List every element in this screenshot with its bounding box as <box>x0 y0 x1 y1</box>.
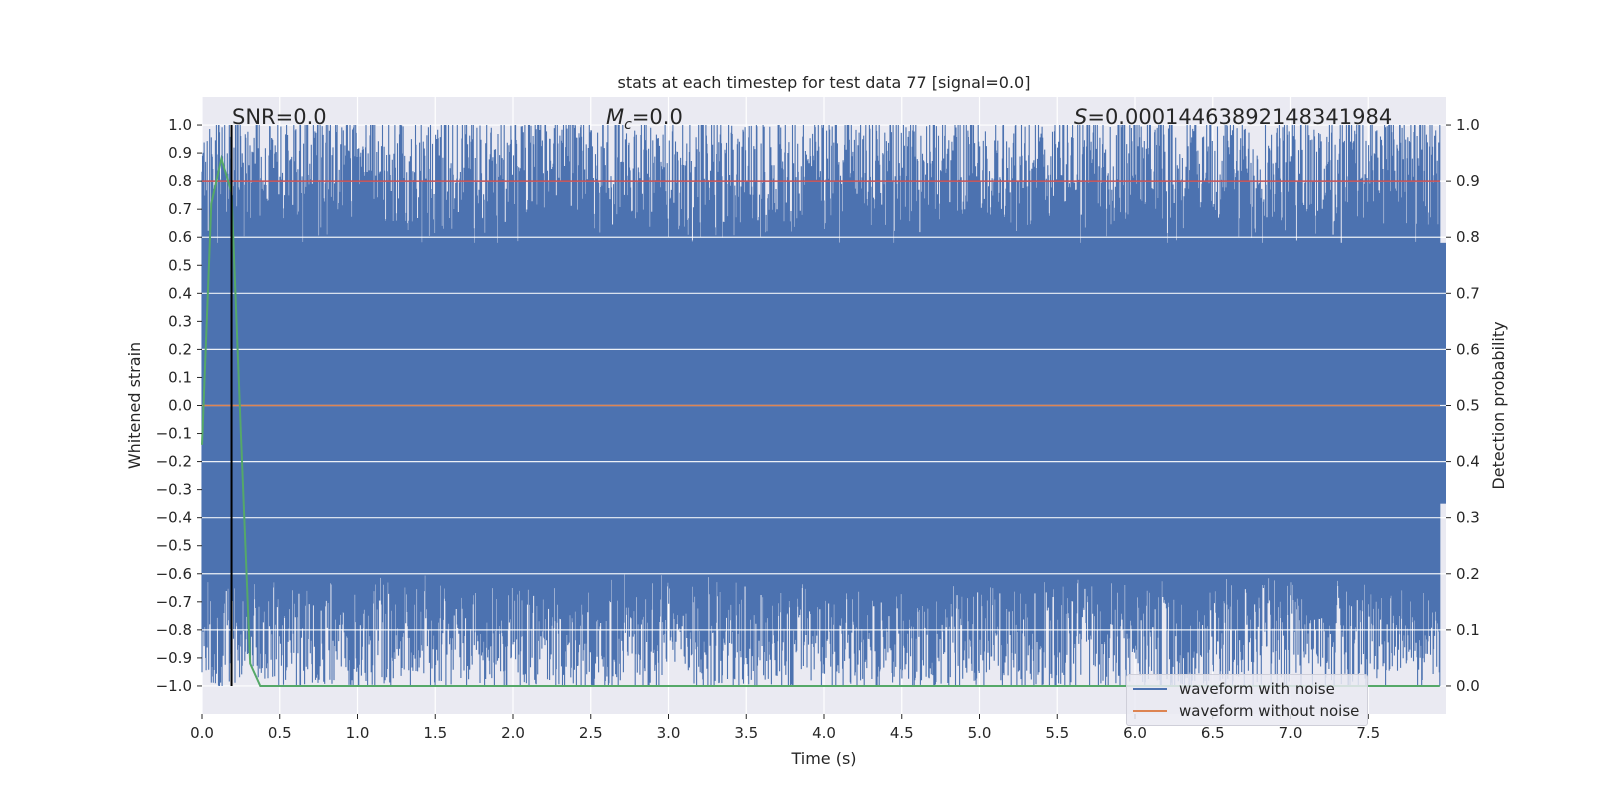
y-left-tick-label: −0.9 <box>156 649 192 667</box>
y-right-tick-label: 0.9 <box>1456 172 1480 190</box>
y-left-tick-label: 0.7 <box>168 200 192 218</box>
y-left-axis-label: Whitened strain <box>125 342 144 469</box>
x-tick-label: 7.0 <box>1279 724 1303 742</box>
legend-label-clean: waveform without noise <box>1179 702 1360 720</box>
chart-title: stats at each timestep for test data 77 … <box>618 73 1031 92</box>
y-right-tick-label: 0.7 <box>1456 284 1480 302</box>
y-right-tick-label: 1.0 <box>1456 116 1480 134</box>
x-tick-label: 2.0 <box>501 724 525 742</box>
y-left-tick-label: 0.8 <box>168 172 192 190</box>
y-left-tick-label: 0.2 <box>168 340 192 358</box>
x-tick-label: 1.0 <box>346 724 370 742</box>
y-left-tick-label: 1.0 <box>168 116 192 134</box>
y-right-tick-label: 0.4 <box>1456 453 1480 471</box>
x-tick-label: 4.0 <box>812 724 836 742</box>
y-right-tick-label: 0.6 <box>1456 340 1480 358</box>
x-tick-label: 6.0 <box>1123 724 1147 742</box>
detection-probability-line <box>201 154 1440 687</box>
y-right-tick-label: 0.0 <box>1456 677 1480 695</box>
x-tick-label: 7.5 <box>1356 724 1380 742</box>
x-tick-label: 0.5 <box>268 724 292 742</box>
y-left-tick-label: −0.7 <box>156 593 192 611</box>
y-right-tick-label: 0.8 <box>1456 228 1480 246</box>
y-left-tick-label: −0.1 <box>156 425 192 443</box>
snr-annotation: SNR=0.0 <box>232 105 327 129</box>
y-left-tick-label: −0.6 <box>156 565 192 583</box>
y-left-tick-label: −0.4 <box>156 509 192 527</box>
y-right-tick-label: 0.3 <box>1456 509 1480 527</box>
y-left-tick-label: 0.6 <box>168 228 192 246</box>
legend-swatch-noise <box>1133 688 1167 690</box>
y-left-tick-label: −0.5 <box>156 537 192 555</box>
y-right-tick-label: 0.2 <box>1456 565 1480 583</box>
y-left-tick-label: −0.2 <box>156 453 192 471</box>
y-right-tick-label: 0.1 <box>1456 621 1480 639</box>
s-annotation: S=0.00014463892148341984 <box>1074 105 1392 129</box>
x-tick-label: 5.0 <box>968 724 992 742</box>
x-tick-label: 3.0 <box>657 724 681 742</box>
legend-entry-noise: waveform with noise <box>1133 679 1335 699</box>
x-tick-label: 5.5 <box>1045 724 1069 742</box>
y-left-tick-label: 0.5 <box>168 256 192 274</box>
y-left-tick-label: 0.4 <box>168 284 192 302</box>
x-tick-label: 6.5 <box>1201 724 1225 742</box>
y-left-tick-label: −1.0 <box>156 677 192 695</box>
x-tick-label: 3.5 <box>734 724 758 742</box>
y-left-tick-label: −0.8 <box>156 621 192 639</box>
mc-annotation: Mc=0.0 <box>606 105 683 133</box>
x-tick-label: 0.0 <box>190 724 214 742</box>
x-tick-label: 1.5 <box>423 724 447 742</box>
x-tick-label: 2.5 <box>579 724 603 742</box>
y-right-tick-label: 0.5 <box>1456 397 1480 415</box>
x-axis-label: Time (s) <box>790 749 856 768</box>
y-left-tick-label: 0.1 <box>168 368 192 386</box>
y-left-tick-label: 0.0 <box>168 397 192 415</box>
legend-entry-clean: waveform without noise <box>1133 701 1359 721</box>
y-left-tick-label: −0.3 <box>156 481 192 499</box>
legend-swatch-clean <box>1133 710 1167 712</box>
legend: waveform with noise waveform without noi… <box>1126 674 1368 726</box>
y-left-tick-label: 0.9 <box>168 144 192 162</box>
x-tick-label: 4.5 <box>890 724 914 742</box>
y-right-axis-label: Detection probability <box>1489 321 1508 489</box>
y-left-tick-label: 0.3 <box>168 312 192 330</box>
legend-label-noise: waveform with noise <box>1179 680 1335 698</box>
